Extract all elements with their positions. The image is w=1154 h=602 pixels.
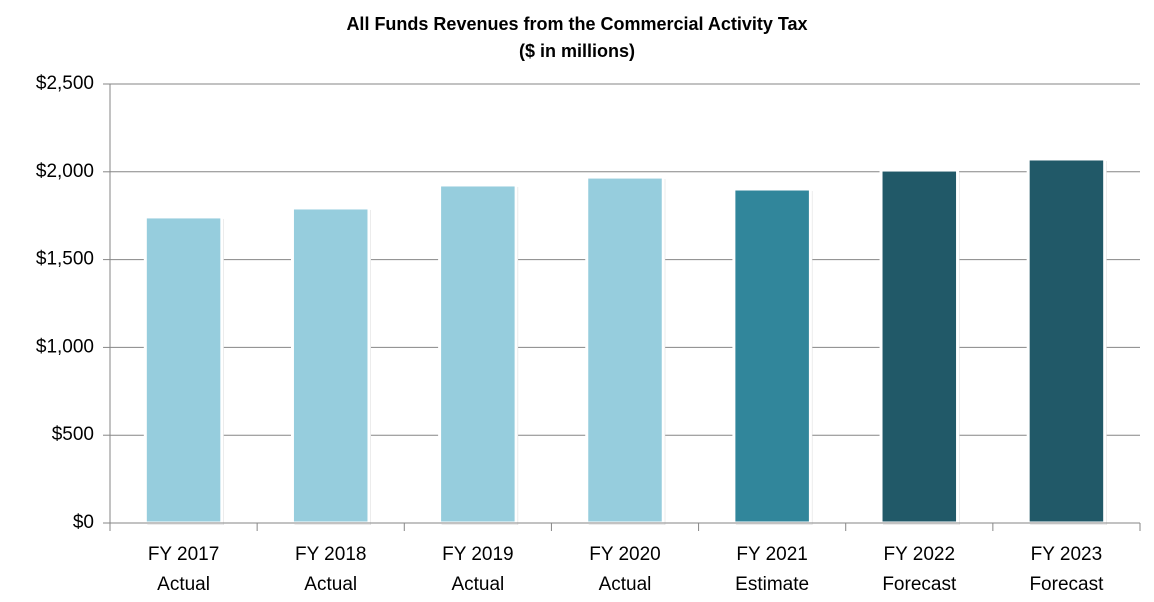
x-tick-label: FY 2021 <box>736 544 807 565</box>
chart-title: All Funds Revenues from the Commercial A… <box>346 14 807 34</box>
y-tick-label: $1,500 <box>36 249 94 270</box>
y-tick-label: $2,500 <box>36 73 94 94</box>
x-tick-label: Actual <box>451 574 504 595</box>
y-tick-label: $2,000 <box>36 161 94 182</box>
x-tick-label: Estimate <box>735 574 809 595</box>
x-tick-label: Actual <box>599 574 652 595</box>
bar <box>732 187 812 525</box>
x-tick-label: Actual <box>304 574 357 595</box>
x-tick-label: FY 2017 <box>148 544 219 565</box>
x-tick-label: FY 2023 <box>1031 544 1102 565</box>
chart-subtitle: ($ in millions) <box>519 41 635 61</box>
bar <box>438 183 518 525</box>
bar <box>290 206 371 525</box>
x-tick-label: FY 2019 <box>442 544 513 565</box>
y-tick-label: $500 <box>52 424 94 445</box>
x-tick-label: Forecast <box>882 574 957 595</box>
x-tick-label: FY 2020 <box>589 544 660 565</box>
x-tick-label: Forecast <box>1029 574 1104 595</box>
bar <box>879 168 960 525</box>
x-tick-label: FY 2022 <box>884 544 955 565</box>
bar <box>585 175 665 525</box>
x-tick-label: Actual <box>157 574 210 595</box>
y-tick-label: $1,000 <box>36 336 94 357</box>
bar <box>143 215 224 525</box>
y-tick-label: $0 <box>73 512 94 533</box>
x-tick-label: FY 2018 <box>295 544 366 565</box>
bar <box>1026 157 1107 525</box>
